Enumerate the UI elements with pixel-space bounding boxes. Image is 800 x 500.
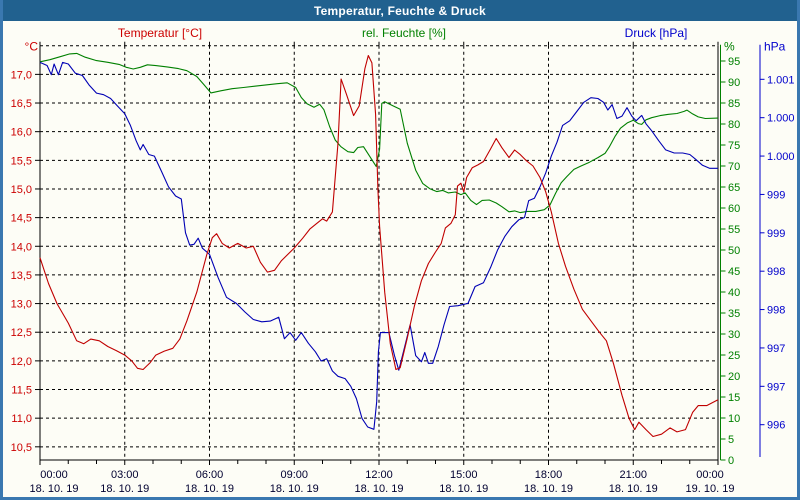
humidity-axis-unit: % bbox=[724, 40, 735, 54]
legend-item-humidity: rel. Feuchte [%] bbox=[361, 26, 447, 40]
pressure-tick-label: 997 bbox=[767, 381, 785, 393]
humidity-tick-label: 80 bbox=[728, 119, 740, 131]
date-label: 18. 10. 19 bbox=[270, 483, 319, 495]
time-label: 09:00 bbox=[280, 469, 308, 481]
time-label: 03:00 bbox=[111, 469, 139, 481]
window-titlebar[interactable]: Temperatur, Feuchte & Druck bbox=[3, 0, 797, 21]
time-label: 15:00 bbox=[450, 469, 478, 481]
pressure-tick-label: 1.000 bbox=[767, 113, 795, 125]
temp-tick-label: 15,0 bbox=[11, 184, 32, 196]
date-label: 18. 10. 19 bbox=[100, 483, 149, 495]
pressure-tick-label: 998 bbox=[767, 266, 785, 278]
time-label: 21:00 bbox=[619, 469, 647, 481]
time-axis-labels: 00:00 18. 10. 19 03:00 18. 10. 19 06:00 18. 1… bbox=[30, 469, 735, 495]
time-ticks bbox=[39, 41, 719, 465]
pressure-axis: 1.001 1.000 1.000 999 999 998 998 997 997 996 hPa bbox=[759, 40, 795, 457]
temp-tick-label: 14,0 bbox=[11, 241, 32, 253]
time-label: 00:00 bbox=[696, 469, 724, 481]
temp-tick-label: 12,0 bbox=[11, 356, 32, 368]
humidity-tick-label: 55 bbox=[728, 224, 740, 236]
temp-tick-label: 15,5 bbox=[11, 155, 32, 167]
humidity-tick-label: 25 bbox=[728, 350, 740, 362]
humidity-tick-label: 45 bbox=[728, 266, 740, 278]
humidity-tick-label: 20 bbox=[728, 371, 740, 383]
legend-item-pressure: Druck [hPa] bbox=[624, 26, 688, 40]
humidity-tick-label: 85 bbox=[728, 98, 740, 110]
chart-legend: Temperatur [°C] rel. Feuchte [%] Druck [… bbox=[3, 26, 797, 42]
temp-tick-label: 12,5 bbox=[11, 327, 32, 339]
pressure-tick-label: 996 bbox=[767, 420, 785, 432]
humidity-tick-label: 95 bbox=[728, 56, 740, 68]
temperature-series-line bbox=[39, 54, 719, 438]
pressure-tick-label: 999 bbox=[767, 189, 785, 201]
humidity-tick-label: 10 bbox=[728, 413, 740, 425]
humidity-tick-label: 30 bbox=[728, 329, 740, 341]
time-label: 00:00 bbox=[40, 469, 68, 481]
temp-tick-label: 11,5 bbox=[11, 385, 32, 397]
date-label: 18. 10. 19 bbox=[30, 483, 79, 495]
pressure-tick-label: 1.001 bbox=[767, 74, 795, 86]
humidity-series-line bbox=[39, 52, 719, 214]
pressure-axis-unit: hPa bbox=[764, 40, 786, 54]
temp-tick-label: 13,5 bbox=[11, 270, 32, 282]
humidity-tick-label: 70 bbox=[728, 161, 740, 173]
humidity-tick-label: 75 bbox=[728, 140, 740, 152]
pressure-tick-label: 999 bbox=[767, 228, 785, 240]
pressure-series-line bbox=[39, 61, 718, 430]
window-title: Temperatur, Feuchte & Druck bbox=[314, 3, 486, 18]
humidity-tick-label: 35 bbox=[728, 308, 740, 320]
date-label: 18. 10. 19 bbox=[524, 483, 573, 495]
temp-tick-label: 17,0 bbox=[11, 69, 32, 81]
temp-tick-label: 11,0 bbox=[11, 413, 32, 425]
humidity-tick-label: 15 bbox=[728, 392, 740, 404]
humidity-tick-label: 60 bbox=[728, 203, 740, 215]
date-label: 18. 10. 19 bbox=[185, 483, 234, 495]
time-label: 06:00 bbox=[196, 469, 224, 481]
temp-tick-label: 10,5 bbox=[11, 442, 32, 454]
humidity-tick-label: 5 bbox=[728, 434, 734, 446]
humidity-axis: 0 5 10 15 20 25 30 35 40 45 50 55 60 65 70 75 80 85 90 95% bbox=[720, 40, 740, 467]
legend-item-temperature: Temperatur [°C] bbox=[117, 26, 203, 40]
date-label: 18. 10. 19 bbox=[609, 483, 658, 495]
date-label: 19. 10. 19 bbox=[686, 483, 735, 495]
pressure-tick-label: 1.000 bbox=[767, 151, 795, 163]
humidity-tick-label: 40 bbox=[728, 287, 740, 299]
temp-tick-label: 16,0 bbox=[11, 127, 32, 139]
humidity-tick-label: 90 bbox=[728, 77, 740, 89]
humidity-tick-label: 50 bbox=[728, 245, 740, 257]
pressure-tick-label: 998 bbox=[767, 305, 785, 317]
humidity-tick-label: 0 bbox=[728, 455, 734, 467]
pressure-tick-label: 997 bbox=[767, 343, 785, 355]
date-label: 18. 10. 19 bbox=[355, 483, 404, 495]
temp-tick-label: 14,5 bbox=[11, 213, 32, 225]
temperature-axis: 10,5 11,0 11,5 12,0 12,5 13,0 13,5 14,0 14,5 15,0… bbox=[11, 40, 40, 454]
time-label: 18:00 bbox=[535, 469, 563, 481]
temp-tick-label: 13,0 bbox=[11, 299, 32, 311]
temp-axis-unit: °C bbox=[25, 40, 39, 54]
temp-tick-label: 16,5 bbox=[11, 98, 32, 110]
time-label: 12:00 bbox=[365, 469, 393, 481]
humidity-tick-label: 65 bbox=[728, 182, 740, 194]
date-label: 18. 10. 19 bbox=[439, 483, 488, 495]
